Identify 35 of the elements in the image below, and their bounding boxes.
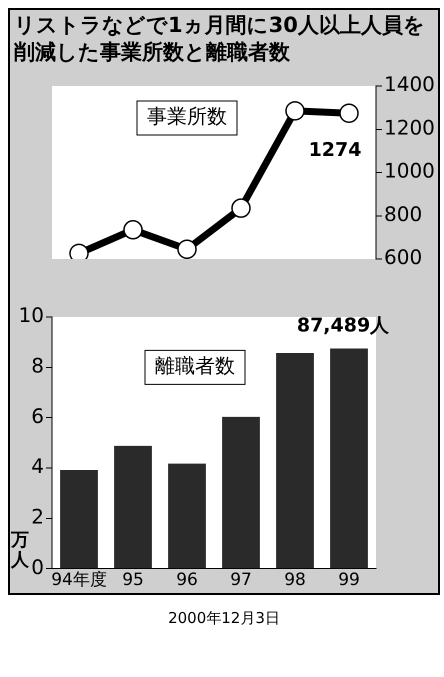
bar (276, 352, 314, 568)
point (231, 198, 251, 218)
y-tick-label: 8 (31, 354, 44, 378)
point (177, 240, 197, 259)
y-tick-label: 0 (31, 554, 44, 579)
point (285, 101, 305, 121)
bar (222, 416, 260, 568)
text: 事業所数 (147, 104, 227, 128)
annotation: 87,489人 (296, 314, 390, 336)
y-tick-label: 600 (384, 245, 422, 270)
bar (60, 470, 98, 568)
y-axis-title: 万人 (10, 529, 30, 570)
series-label: 離職者数 (155, 354, 235, 378)
chart-title: リストラなどで1ヵ月間に30人以上人員を削減した事業所数と離職者数 (13, 12, 426, 66)
x-tick-label: 98 (284, 570, 306, 590)
text: 2000年12月3日 (167, 609, 281, 628)
point (339, 104, 359, 123)
bar (114, 446, 152, 568)
x-tick-label: 97 (230, 570, 252, 590)
y-tick-label: 1200 (384, 115, 435, 140)
y-tick-label: 6 (31, 404, 44, 428)
y-tick-label: 10 (18, 303, 44, 328)
x-tick-label: 95 (122, 570, 144, 590)
bar (168, 464, 206, 568)
y-tick-label: 800 (384, 202, 422, 226)
x-tick-label: 99 (338, 570, 360, 590)
x-tick-label: 94年度 (51, 570, 107, 590)
point (123, 220, 143, 240)
data-label: 1274 (308, 139, 362, 162)
y-tick-label: 4 (31, 454, 44, 478)
y-tick-label: 2 (31, 504, 44, 528)
y-tick-label: 1000 (384, 158, 435, 183)
y-tick-label: 1400 (384, 72, 435, 96)
x-tick-label: 96 (176, 570, 198, 590)
bar (330, 348, 368, 568)
